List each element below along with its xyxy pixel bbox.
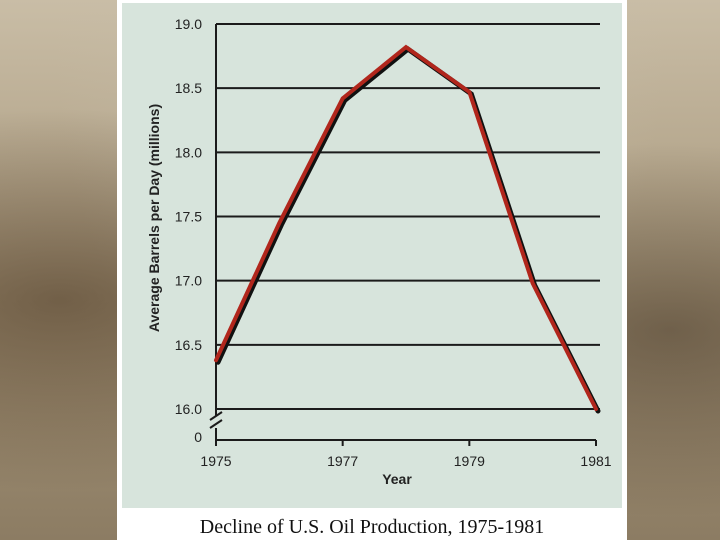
y-tick-label: 16.5 xyxy=(175,337,202,353)
axis-break-mark xyxy=(209,419,223,429)
line-chart: 16.0 16.5 17.0 17.5 18.0 18.5 19.0 0 1975 1977 197… xyxy=(146,16,612,487)
y-tick-label: 17.0 xyxy=(175,273,202,289)
x-tick-label: 1975 xyxy=(200,453,231,469)
tick-labels: 16.0 16.5 17.0 17.5 18.0 18.5 19.0 0 1975 1977 197… xyxy=(175,16,612,469)
x-tick-label: 1977 xyxy=(327,453,358,469)
series-line xyxy=(214,44,598,411)
gridlines xyxy=(216,23,600,410)
y-tick-label: 19.0 xyxy=(175,16,202,32)
y-tick-label: 16.0 xyxy=(175,401,202,417)
axis-break-mark xyxy=(209,411,223,421)
series-lines xyxy=(214,44,601,414)
y-tick-label: 17.5 xyxy=(175,209,202,225)
x-tick-label: 1979 xyxy=(454,453,485,469)
x-tick-label: 1981 xyxy=(580,453,611,469)
y-tick-label-zero: 0 xyxy=(194,429,202,445)
axes xyxy=(209,24,597,446)
y-axis-title: Average Barrels per Day (millions) xyxy=(146,104,162,332)
y-tick-label: 18.0 xyxy=(175,144,202,160)
x-axis-title: Year xyxy=(382,471,412,487)
y-tick-label: 18.5 xyxy=(175,80,202,96)
chart-caption: Decline of U.S. Oil Production, 1975-198… xyxy=(199,516,545,538)
